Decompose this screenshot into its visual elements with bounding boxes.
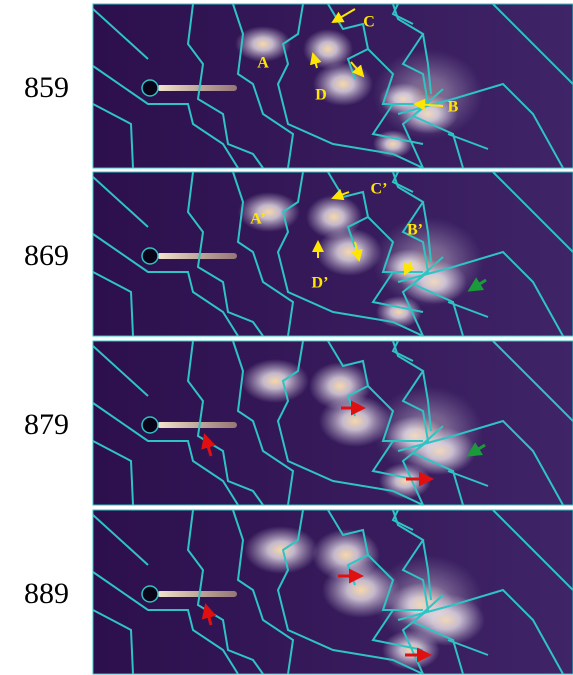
cylinder	[142, 248, 158, 264]
flow-field	[93, 341, 573, 505]
annotation: B	[448, 99, 459, 116]
frame-label: 859	[24, 71, 69, 104]
wake	[157, 253, 237, 259]
annotation: B’	[407, 222, 423, 239]
wake	[157, 422, 237, 428]
cylinder	[142, 417, 158, 433]
annotation: D	[315, 87, 327, 104]
wake	[157, 591, 237, 597]
annotation: A’	[250, 211, 266, 228]
cylinder	[142, 80, 158, 96]
flow-field: A’ B’ C’ D’	[93, 172, 573, 336]
panel: 879	[24, 341, 573, 505]
annotation: A	[257, 55, 269, 72]
flow-field	[93, 510, 573, 674]
flow-field: A B C D	[93, 4, 573, 168]
panel: 859 A B C D	[24, 4, 573, 168]
annotation: C	[363, 14, 375, 31]
wake	[157, 85, 237, 91]
vortex	[244, 526, 318, 574]
vortex	[316, 228, 382, 276]
vortex	[238, 192, 300, 232]
panel: 869 A’ B’ C’ D’	[24, 172, 573, 336]
frame-label: 879	[24, 408, 69, 441]
panel: 889	[24, 510, 573, 674]
figure: 859 A B C D 869 A’ B’ C’ D’ 879 889	[0, 0, 573, 675]
annotation: D’	[312, 275, 329, 292]
cylinder	[142, 586, 158, 602]
frame-label: 869	[24, 239, 69, 272]
annotation: C’	[371, 181, 388, 198]
frame-label: 889	[24, 577, 69, 610]
